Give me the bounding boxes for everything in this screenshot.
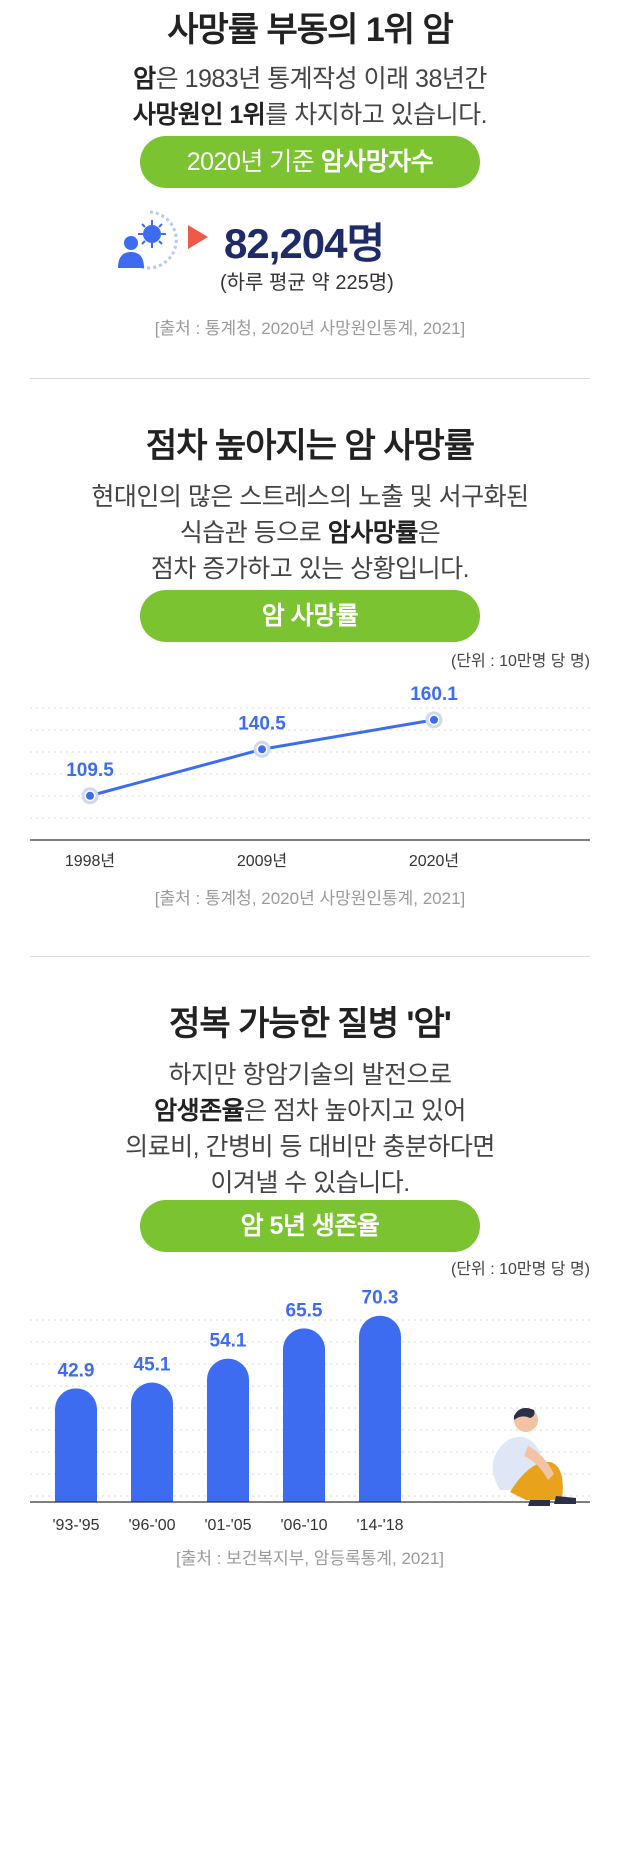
data-label: 45.1 bbox=[134, 1354, 171, 1375]
section2-source: [출처 : 통계청, 2020년 사망원인통계, 2021] bbox=[154, 889, 466, 908]
bar bbox=[359, 1315, 401, 1502]
desc-text: 점차 증가하고 있는 상황입니다. bbox=[150, 555, 470, 583]
bar bbox=[131, 1382, 173, 1502]
unit-label: (단위 : 10만명 당 명) bbox=[451, 653, 590, 670]
desc-bold-cancer: 암 bbox=[133, 65, 156, 93]
stat-daily-average: (하루 평균 약 225명) bbox=[220, 272, 394, 294]
x-tick-label: 2009년 bbox=[237, 852, 287, 870]
data-label: 70.3 bbox=[362, 1288, 399, 1309]
data-label: 140.5 bbox=[238, 713, 286, 734]
unit-label: (단위 : 10만명 당 명) bbox=[451, 1261, 590, 1278]
desc-text: 은 1983년 통계작성 이래 38년간 bbox=[155, 65, 488, 93]
x-tick-label: '93-'95 bbox=[52, 1517, 99, 1534]
data-label: 42.9 bbox=[58, 1360, 95, 1381]
desc-bold-rank: 사망원인 1위 bbox=[132, 101, 266, 129]
desc-text: 를 차지하고 있습니다. bbox=[265, 101, 488, 129]
desc-bold-mortality: 암사망률 bbox=[327, 519, 419, 547]
section1-source: [출처 : 통계청, 2020년 사망원인통계, 2021] bbox=[154, 319, 466, 338]
x-tick-label: 1998년 bbox=[65, 852, 115, 870]
bar bbox=[207, 1358, 249, 1502]
stat-deaths-value: 82,204명 bbox=[224, 220, 385, 267]
arrow-right-icon bbox=[188, 225, 208, 249]
section1-description: 암은 1983년 통계작성 이래 38년간 사망원인 1위를 차지하고 있습니다… bbox=[0, 61, 620, 133]
data-point-center bbox=[258, 745, 266, 754]
data-label: 65.5 bbox=[286, 1300, 323, 1321]
section-rising-rate: 점차 높아지는 암 사망률 현대인의 많은 스트레스의 노출 및 서구화된 식습… bbox=[0, 418, 620, 587]
data-label: 109.5 bbox=[66, 760, 114, 781]
data-label: 54.1 bbox=[210, 1331, 247, 1352]
desc-text: 은 점차 높아지고 있어 bbox=[244, 1097, 466, 1125]
data-point-center bbox=[430, 715, 438, 724]
bar bbox=[283, 1328, 325, 1502]
desc-bold-survival: 암생존율 bbox=[154, 1097, 245, 1125]
pill-2020-cancer-deaths: 2020년 기준 암사망자수 bbox=[140, 136, 480, 188]
section-curable-disease: 정복 가능한 질병 '암' 하지만 항암기술의 발전으로 암생존율은 점차 높아… bbox=[0, 996, 620, 1201]
pill-mortality-rate: 암 사망률 bbox=[140, 590, 480, 642]
person-virus-icon bbox=[118, 210, 178, 270]
mortality-line-chart: 109.5 1998년 140.5 2009년 160.1 2020년 bbox=[30, 684, 590, 870]
x-tick-label: '14-'18 bbox=[356, 1517, 403, 1534]
section3-description: 하지만 항암기술의 발전으로 암생존율은 점차 높아지고 있어 의료비, 간병비… bbox=[0, 1057, 620, 1201]
section2-title: 점차 높아지는 암 사망률 bbox=[145, 427, 475, 465]
section3-title: 정복 가능한 질병 '암' bbox=[169, 1005, 452, 1043]
desc-text: 식습관 등으로 bbox=[179, 519, 328, 547]
desc-text: 이겨낼 수 있습니다. bbox=[210, 1169, 410, 1197]
section-cancer-deaths: 사망률 부동의 1위 암 암은 1983년 통계작성 이래 38년간 사망원인 … bbox=[0, 0, 620, 133]
x-tick-label: '96-'00 bbox=[128, 1517, 175, 1534]
section1-title: 사망률 부동의 1위 암 bbox=[167, 11, 454, 49]
pill-bold-text: 암사망자수 bbox=[320, 148, 434, 176]
desc-text: 현대인의 많은 스트레스의 노출 및 서구화된 bbox=[91, 483, 529, 511]
data-point-center bbox=[86, 791, 94, 800]
pill-text: 2020년 기준 bbox=[186, 148, 321, 176]
section3-source: [출처 : 보건복지부, 암등록통계, 2021] bbox=[175, 1549, 444, 1568]
bar bbox=[55, 1388, 97, 1502]
x-tick-label: '06-'10 bbox=[280, 1517, 327, 1534]
sitting-person-illustration bbox=[492, 1408, 576, 1506]
desc-text: 은 bbox=[417, 519, 441, 547]
x-tick-label: 2020년 bbox=[409, 852, 459, 870]
x-tick-label: '01-'05 bbox=[204, 1517, 251, 1534]
divider bbox=[30, 378, 590, 379]
survival-bar-chart: 42.9 '93-'95 45.1 '96-'00 54.1 '01-'05 65.5 '06… bbox=[30, 1288, 590, 1534]
desc-text: 하지만 항암기술의 발전으로 bbox=[168, 1061, 452, 1089]
desc-text: 의료비, 간병비 등 대비만 충분하다면 bbox=[125, 1133, 495, 1161]
divider bbox=[30, 956, 590, 957]
section2-description: 현대인의 많은 스트레스의 노출 및 서구화된 식습관 등으로 암사망률은 점차… bbox=[0, 479, 620, 587]
pill-survival-rate: 암 5년 생존율 bbox=[140, 1200, 480, 1252]
data-label: 160.1 bbox=[410, 684, 458, 705]
